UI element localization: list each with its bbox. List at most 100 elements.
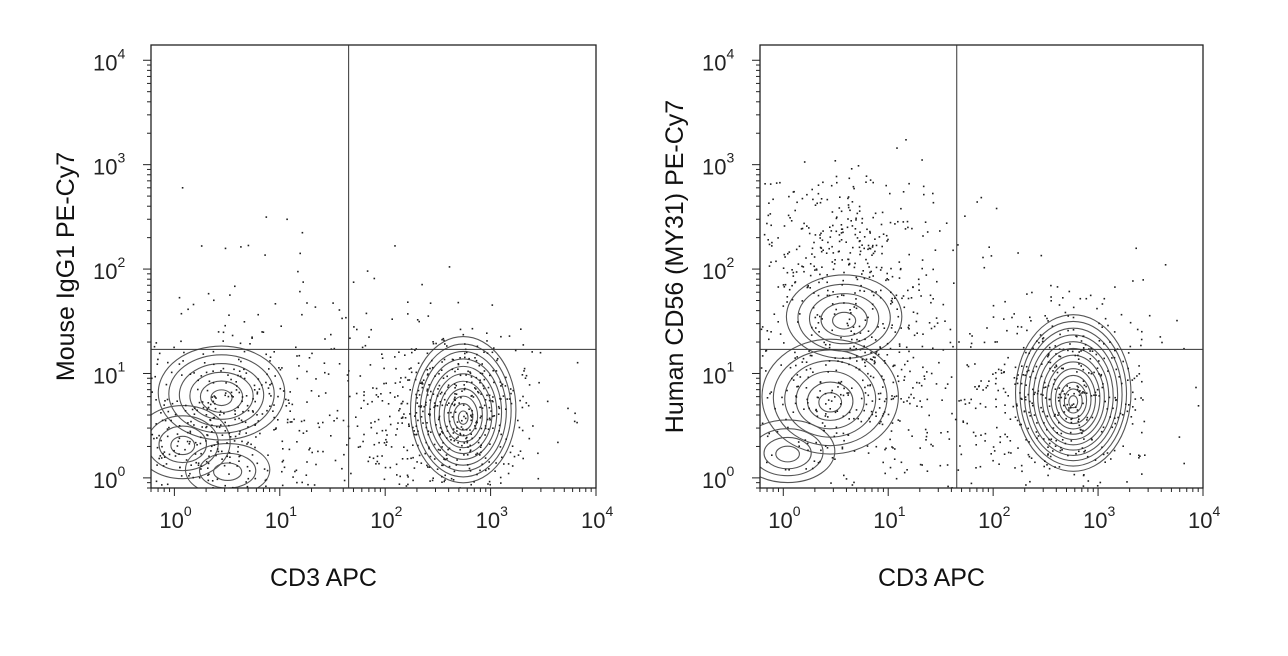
event-dot (306, 370, 308, 373)
event-dot (444, 392, 446, 395)
event-dot (479, 446, 482, 448)
event-dot (238, 358, 240, 361)
event-dot (1040, 406, 1042, 409)
event-dot (265, 478, 268, 481)
event-dot (970, 398, 972, 401)
event-dot (476, 421, 478, 424)
event-dot (363, 394, 365, 397)
event-dot (999, 436, 1002, 438)
event-dot (1072, 306, 1075, 309)
event-dot (837, 386, 839, 388)
event-dot (400, 377, 402, 379)
event-dot (1100, 374, 1102, 377)
event-dot (286, 421, 289, 424)
event-dot (362, 440, 364, 443)
event-dot (1037, 435, 1040, 437)
event-dot (267, 387, 270, 389)
contour-level (1046, 361, 1101, 435)
event-dot (281, 461, 284, 463)
event-dot (841, 446, 844, 449)
event-dot (488, 406, 491, 409)
event-dot (813, 265, 815, 268)
event-dot (1083, 474, 1085, 476)
event-dot (170, 419, 172, 422)
event-dot (453, 398, 456, 400)
event-dot (1161, 341, 1163, 344)
event-dot (1033, 393, 1035, 396)
event-dot (460, 396, 462, 399)
event-dot (962, 420, 964, 422)
event-dot (451, 368, 454, 371)
x-tick-label: 103 (1083, 503, 1115, 533)
event-dot (289, 391, 291, 393)
event-dot (369, 364, 372, 366)
event-dot (1068, 290, 1071, 293)
event-dot (855, 307, 858, 310)
event-dot (1131, 423, 1134, 425)
event-dot (281, 470, 283, 473)
event-dot (1056, 432, 1058, 434)
event-dot (481, 363, 483, 365)
event-dot (487, 428, 490, 430)
event-dot (886, 354, 889, 356)
event-dot (246, 485, 249, 488)
event-dot (456, 427, 458, 429)
event-dot (801, 361, 804, 363)
event-dot (879, 296, 882, 299)
event-dot (425, 426, 428, 429)
event-dot (895, 395, 898, 397)
event-dot (180, 340, 182, 343)
event-dot (1054, 345, 1057, 347)
event-dot (855, 347, 857, 350)
event-dot (945, 222, 948, 224)
event-dot (448, 420, 451, 423)
event-dot (428, 384, 430, 386)
event-dot (377, 418, 380, 421)
event-dot (452, 479, 455, 481)
event-dot (511, 465, 514, 467)
event-dot (273, 351, 275, 353)
event-dot (1119, 412, 1122, 415)
event-dot (1021, 365, 1023, 367)
event-dot (919, 463, 922, 466)
event-dot (811, 326, 813, 329)
event-dot (891, 446, 893, 448)
event-dot (156, 363, 159, 365)
event-dot (509, 451, 512, 454)
event-dot (205, 460, 208, 463)
event-dot (235, 389, 238, 391)
event-dot (206, 389, 209, 392)
y-tick-label: 103 (93, 150, 125, 180)
event-dot (493, 415, 496, 417)
event-dot (960, 453, 963, 456)
event-dot (822, 429, 825, 432)
event-dot (352, 281, 355, 283)
event-dot (1015, 403, 1018, 405)
event-dot (402, 386, 404, 388)
event-dot (483, 378, 486, 381)
event-dot (1000, 372, 1003, 374)
event-dot (872, 244, 874, 247)
event-dot (984, 406, 987, 408)
event-dot (459, 432, 461, 435)
event-dot (524, 377, 527, 379)
event-dot (221, 450, 223, 453)
event-dot (251, 410, 254, 412)
event-dot (858, 325, 861, 328)
event-dot (1055, 439, 1057, 442)
event-dot (408, 423, 410, 425)
event-dot (885, 279, 887, 282)
event-dot (426, 422, 428, 424)
event-dot (1035, 431, 1038, 433)
event-dot (383, 478, 386, 481)
event-dot (306, 461, 308, 463)
event-dot (840, 224, 843, 226)
event-dot (177, 440, 180, 443)
event-dot (864, 361, 866, 364)
event-dot (161, 419, 164, 422)
event-dot (247, 409, 250, 412)
event-dot (992, 316, 995, 318)
event-dot (1115, 399, 1117, 402)
tick-exponent: 1 (898, 503, 906, 519)
